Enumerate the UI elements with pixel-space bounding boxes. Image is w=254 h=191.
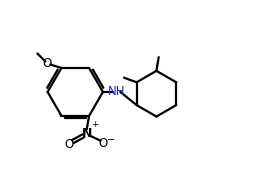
Text: O: O: [43, 57, 52, 70]
Text: −: −: [107, 135, 115, 145]
Text: N: N: [82, 127, 92, 140]
Text: O: O: [65, 138, 74, 151]
Text: +: +: [91, 120, 99, 129]
Text: O: O: [99, 137, 108, 150]
Text: NH: NH: [107, 85, 125, 98]
